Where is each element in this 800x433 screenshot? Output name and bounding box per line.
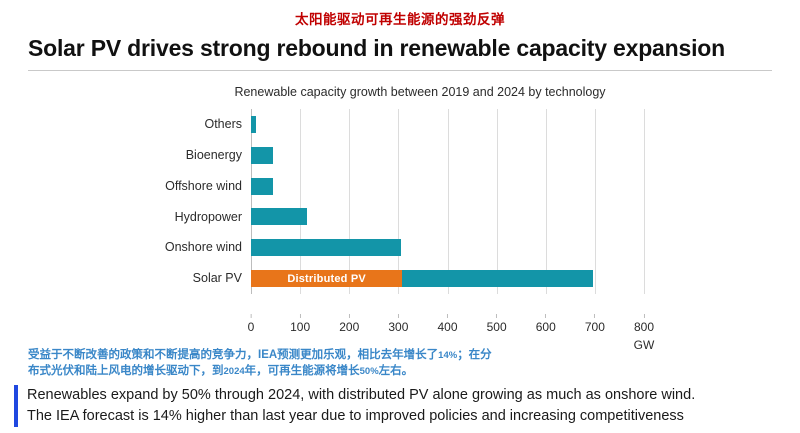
category-label-others: Others (204, 117, 242, 132)
x-tick-200: 200 (339, 314, 359, 334)
bar-segment (251, 146, 274, 164)
chart-row: Offshore wind (165, 171, 644, 202)
chinese-note-line-2: 布式光伏和陆上风电的增长驱动下，到2024年，可再生能源将增长50%左右。 (28, 364, 786, 380)
chart-row: Others (204, 109, 644, 140)
chinese-headline: 太阳能驱动可再生能源的强劲反弹 (295, 12, 505, 27)
category-label-hydropower: Hydropower (174, 209, 242, 224)
tick-mark (594, 314, 596, 318)
chart-row: Solar PV Distributed PV (193, 263, 644, 294)
bar-offshore-wind[interactable] (251, 177, 274, 195)
bar-segment (251, 115, 256, 133)
chinese-note-mid-2: 年，可再生能源将增长 (244, 364, 360, 377)
english-note-line-2: The IEA forecast is 14% higher than last… (27, 408, 684, 424)
category-label-onshore-wind: Onshore wind (164, 240, 242, 255)
chart-x-axis: 0 100 200 300 400 500 600 700 800 GW (248, 314, 800, 352)
chinese-note-line-1: 受益于不断改善的政策和不断提高的竞争力，IEA预测更加乐观，相比去年增长了14%… (28, 348, 786, 364)
x-tick-100: 100 (290, 314, 310, 334)
chinese-note-text-1: 受益于不断改善的政策和不断提高的竞争力，IEA预测更加乐观，相比去年增长了 (28, 349, 439, 361)
tick-mark (348, 314, 350, 318)
tick-mark (643, 314, 645, 318)
bar-solar-pv[interactable]: Distributed PV (251, 270, 594, 288)
chart-subtitle: Renewable capacity growth between 2019 a… (234, 85, 606, 99)
x-tick-700: 700 (585, 314, 605, 334)
tick-mark (496, 314, 498, 318)
bar-hydropower[interactable] (251, 208, 308, 226)
bar-bioenergy[interactable] (251, 146, 274, 164)
x-tick-300: 300 (388, 314, 408, 334)
x-tick-0: 0 (248, 314, 254, 334)
chinese-note-pct-1: 14% (438, 350, 458, 361)
tick-mark (545, 314, 547, 318)
bar-segment (402, 270, 594, 288)
bar-segment (251, 239, 401, 257)
bar-others[interactable] (251, 115, 256, 133)
chart-row: Onshore wind (165, 232, 644, 263)
english-note: Renewables expand by 50% through 2024, w… (14, 385, 786, 427)
title-divider (28, 70, 772, 71)
chart-row: Hydropower (175, 201, 644, 232)
chart-bar-rows: Others Bioenergy Offshore wind Hydropower On… (165, 109, 644, 294)
tick-mark (447, 314, 448, 318)
category-label-offshore-wind: Offshore wind (165, 178, 242, 193)
page-title: Solar PV drives strong rebound in renewa… (28, 35, 725, 61)
tick-mark (250, 314, 252, 318)
chinese-note-text-2: 布式光伏和陆上风电的增长驱动下，到 (28, 364, 224, 377)
category-label-solar-pv: Solar PV (192, 271, 242, 286)
chinese-note: 受益于不断改善的政策和不断提高的竞争力，IEA预测更加乐观，相比去年增长了14%… (14, 348, 786, 385)
bar-segment (251, 270, 403, 288)
chinese-note-pct-2: 50% (359, 365, 379, 377)
slide-header: 太阳能驱动可再生能源的强劲反弹 Solar PV drives strong r… (0, 0, 800, 71)
chart-row: Bioenergy (186, 140, 644, 171)
chinese-note-tail-2: 左右。 (378, 364, 414, 377)
tick-mark (299, 314, 301, 318)
x-tick-800: 800 (634, 314, 654, 334)
x-tick-500: 500 (487, 314, 507, 334)
gridline-800 (644, 109, 645, 294)
category-label-bioenergy: Bioenergy (185, 147, 242, 162)
chinese-note-tail-1: ；在分 (457, 349, 492, 361)
english-note-line-1: Renewables expand by 50% through 2024, w… (27, 387, 696, 403)
slide-footer: 受益于不断改善的政策和不断提高的竞争力，IEA预测更加乐观，相比去年增长了14%… (0, 348, 800, 433)
tick-mark (397, 314, 399, 318)
bar-segment (251, 208, 308, 226)
chart-plot-area: Others Bioenergy Offshore wind Hydropower On… (165, 109, 645, 294)
x-tick-600: 600 (536, 314, 556, 334)
chart-container: Renewable capacity growth between 2019 a… (0, 85, 800, 352)
chinese-note-year: 2024 (223, 365, 245, 377)
bar-segment (251, 177, 274, 195)
bar-onshore-wind[interactable] (251, 239, 401, 257)
x-axis-unit-label: GW (633, 338, 655, 352)
x-tick-400: 400 (437, 314, 458, 334)
